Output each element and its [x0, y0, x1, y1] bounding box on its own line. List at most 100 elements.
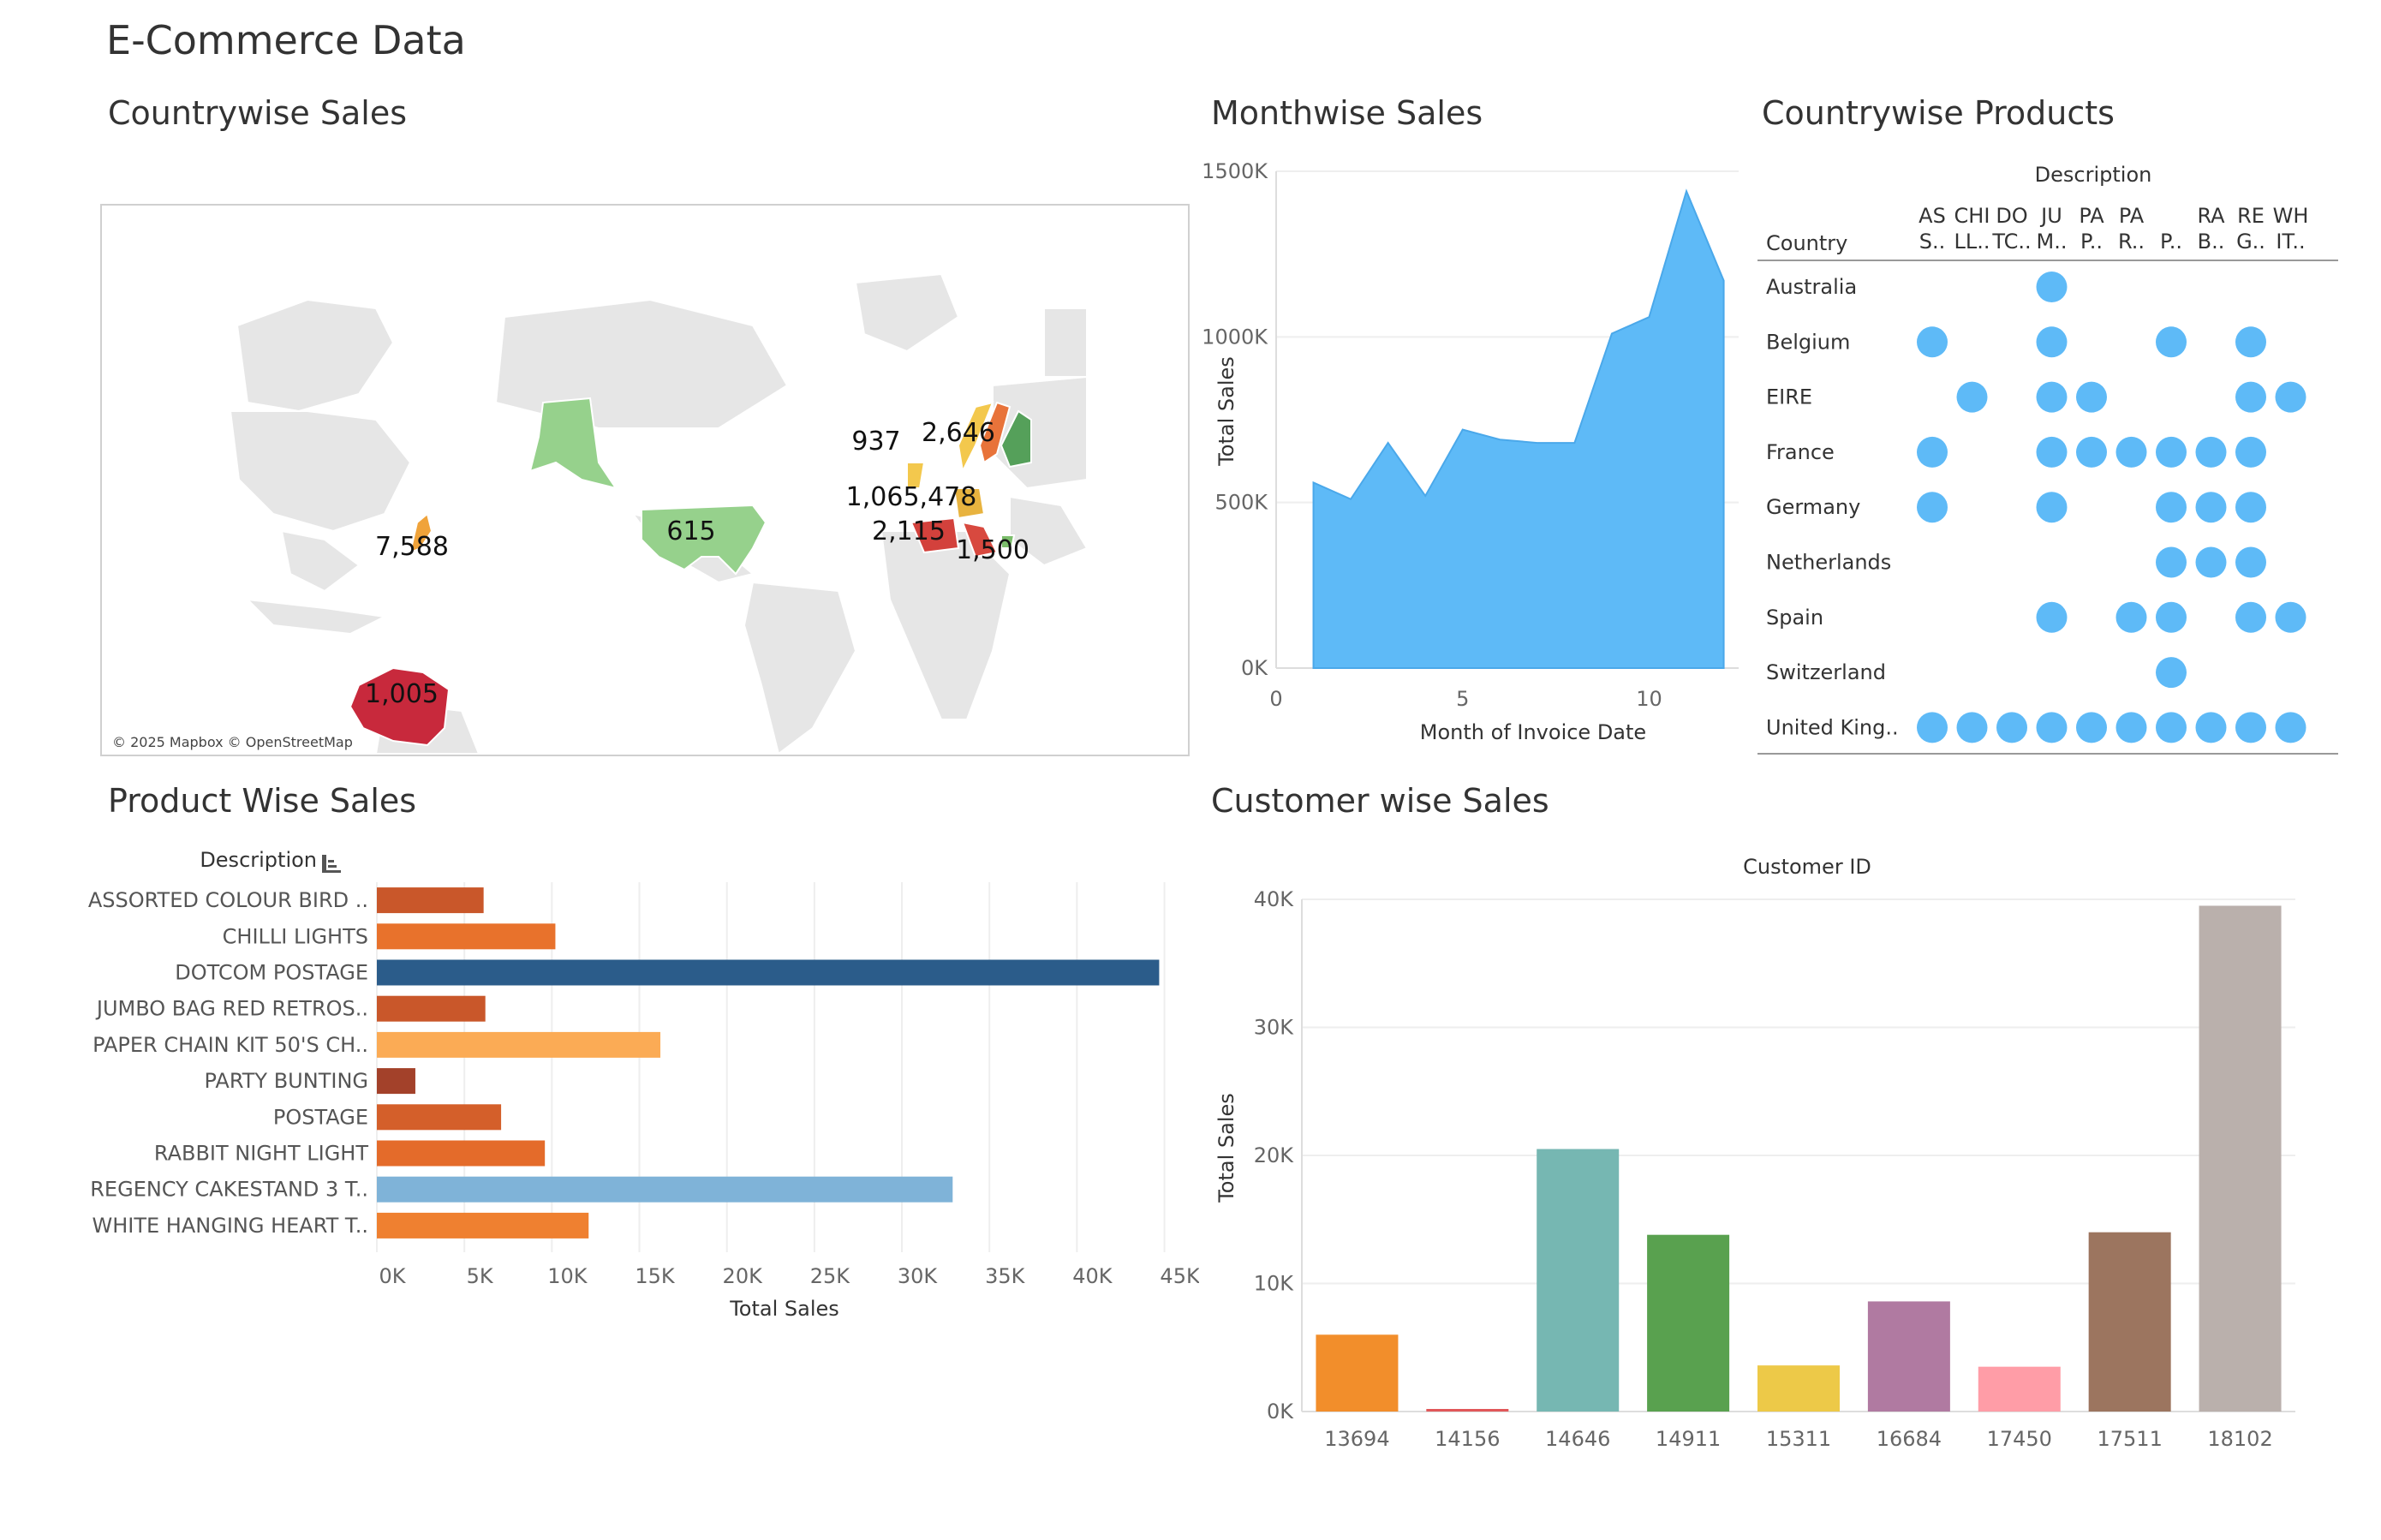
products-dot	[2115, 601, 2147, 633]
products-dot	[2036, 326, 2068, 358]
country-australia	[349, 666, 451, 747]
product-bar	[377, 1176, 953, 1203]
product-bar	[377, 995, 486, 1022]
products-dot	[2076, 712, 2107, 743]
products-column-label: CHI	[1954, 204, 1990, 228]
countrywise-products-chart[interactable]: Description Country ASS.. CHILL..DOTC.. JU…	[1747, 146, 2355, 762]
product-xtick: 30K	[898, 1264, 939, 1288]
product-xtick: 35K	[985, 1264, 1026, 1288]
land-indonesia	[245, 598, 388, 636]
products-row-header: Country	[1766, 231, 1847, 255]
country-sweden	[978, 401, 1011, 464]
product-bar	[377, 1104, 502, 1131]
products-column-label: S..	[1919, 230, 1946, 254]
products-column-label: AS	[1919, 204, 1946, 228]
customer-xtick: 14646	[1545, 1427, 1610, 1451]
country-france	[910, 516, 960, 554]
land-asia	[229, 410, 412, 533]
products-dot	[2156, 546, 2187, 578]
customer-bar	[1978, 1366, 2061, 1412]
countrywise-sales-title: Countrywise Sales	[108, 94, 407, 132]
products-dot	[2036, 381, 2068, 413]
products-column-label: B..	[2198, 230, 2225, 254]
monthwise-xlabel: Month of Invoice Date	[1420, 720, 1646, 744]
map-label-france: 2,115	[872, 516, 946, 546]
country-japan	[409, 512, 433, 554]
customer-bar	[1426, 1409, 1509, 1412]
monthwise-area-series	[1312, 188, 1725, 669]
products-dot	[2275, 601, 2306, 633]
map-label-australia: 1,005	[365, 679, 439, 709]
product-bar	[377, 1068, 415, 1095]
product-wise-sales-title: Product Wise Sales	[108, 782, 417, 820]
products-dot	[2235, 381, 2266, 413]
product-category-label: JUMBO BAG RED RETROS..	[95, 997, 368, 1021]
product-category-label: ASSORTED COLOUR BIRD ..	[88, 888, 368, 912]
sort-icon[interactable]	[322, 855, 341, 873]
products-dot	[2195, 492, 2227, 523]
products-row-label: Netherlands	[1766, 551, 1891, 575]
product-category-label: POSTAGE	[273, 1105, 368, 1129]
customer-xtick: 13694	[1324, 1427, 1389, 1451]
country-finland	[1000, 409, 1032, 469]
products-dot	[2156, 326, 2187, 358]
map-label-germany: 1,065,478	[846, 482, 977, 512]
product-xtick: 20K	[723, 1264, 764, 1288]
monthwise-ytick: 0K	[1241, 656, 1268, 680]
product-category-label: WHITE HANGING HEART T..	[92, 1214, 369, 1238]
product-xlabel: Total Sales	[729, 1297, 839, 1321]
land-greenland	[854, 272, 960, 353]
customer-bar	[2088, 1232, 2171, 1412]
products-dot	[2115, 436, 2147, 468]
customer-wise-sales-title: Customer wise Sales	[1211, 782, 1549, 820]
product-category-label: PARTY BUNTING	[204, 1069, 368, 1093]
monthwise-ytick: 500K	[1214, 491, 1268, 515]
products-column-label: DO	[1996, 204, 2027, 228]
map-attribution: © 2025 Mapbox © OpenStreetMap	[112, 734, 353, 750]
products-dot	[2235, 546, 2266, 578]
product-wise-chart[interactable]: Description ASSORTED COLOUR BIRD .. CHILL…	[86, 839, 1199, 1345]
monthwise-ylabel: Total Sales	[1214, 356, 1238, 467]
customer-ytick: 20K	[1254, 1143, 1295, 1167]
customer-wise-chart[interactable]: Customer ID 0K 10K 20K 30K 40K 13694 14156 146…	[1199, 839, 2312, 1456]
products-dot	[2235, 601, 2266, 633]
countrywise-products-title: Countrywise Products	[1762, 94, 2115, 132]
map-label-scandinavia: 2,646	[922, 418, 995, 448]
products-dot	[2156, 657, 2187, 689]
country-germany	[952, 487, 986, 520]
products-dot	[2036, 712, 2068, 743]
customer-xtick: 16684	[1877, 1427, 1942, 1451]
products-column-label: P..	[2160, 230, 2182, 254]
customer-bar	[1757, 1365, 1840, 1412]
products-dot	[2235, 326, 2266, 358]
products-dot	[2235, 436, 2266, 468]
products-column-label: TC..	[1991, 230, 2031, 254]
map-label-usa: 615	[666, 516, 715, 546]
products-row-label: France	[1766, 440, 1835, 464]
monthwise-sales-title: Monthwise Sales	[1211, 94, 1483, 132]
products-column-label: R..	[2118, 230, 2145, 254]
products-dot	[1917, 326, 1948, 358]
customer-xtick: 18102	[2207, 1427, 2272, 1451]
products-row-label: Belgium	[1766, 330, 1850, 354]
land-southeast-asia	[280, 529, 361, 593]
monthwise-xtick: 0	[1269, 687, 1282, 711]
products-dot	[2036, 601, 2068, 633]
customer-ylabel: Total Sales	[1214, 1093, 1238, 1203]
product-bar	[377, 887, 484, 914]
product-bar	[377, 1212, 589, 1239]
products-dot	[2156, 601, 2187, 633]
products-column-label: WH	[2273, 204, 2309, 228]
world-map: 7,588 615 937 2,646 1,065,478 2,115 1,50…	[112, 272, 1089, 755]
product-bar	[377, 1031, 661, 1058]
products-dot	[2156, 712, 2187, 743]
products-column-label: PA	[2119, 204, 2145, 228]
product-category-label: DOTCOM POSTAGE	[175, 961, 368, 985]
country-greece	[1000, 534, 1016, 549]
monthwise-chart[interactable]: 0K 500K 1000K 1500K 0 5 10 Total Sales Month …	[1199, 146, 1756, 762]
product-xtick: 0K	[379, 1264, 406, 1288]
countrywise-sales-map[interactable]: 7,588 615 937 2,646 1,065,478 2,115 1,50…	[100, 204, 1190, 756]
product-bar	[377, 959, 1160, 986]
products-row-label: United King..	[1766, 715, 1899, 739]
country-norway	[957, 401, 994, 475]
